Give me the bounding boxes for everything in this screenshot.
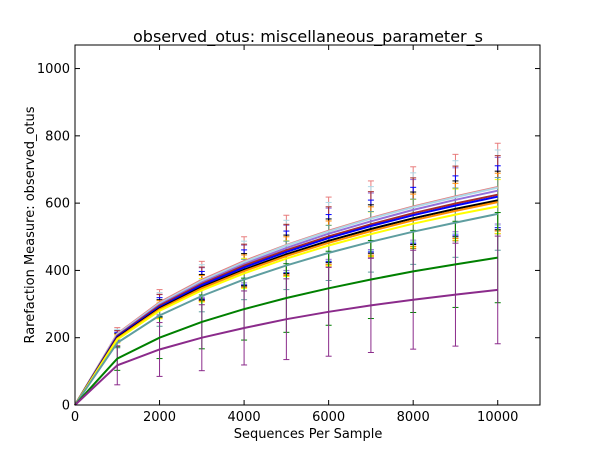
x-axis-label: Sequences Per Sample xyxy=(234,427,383,442)
y-tick-label: 0 xyxy=(62,399,70,414)
y-tick-label: 200 xyxy=(45,331,70,346)
series-line-8 xyxy=(74,212,498,406)
series-7 xyxy=(114,179,501,344)
series-10 xyxy=(114,235,501,386)
chart-title: observed_otus: miscellaneous_parameter_s xyxy=(133,27,483,47)
x-tick-label: 8000 xyxy=(397,410,430,425)
axes: 0 2000 4000 6000 8000 10000 0 200 400 600 800 1000 xyxy=(37,45,540,425)
y-tick-label: 800 xyxy=(45,129,70,144)
plot-area xyxy=(74,142,501,406)
x-tick-label: 4000 xyxy=(228,410,261,425)
y-tick-label: 400 xyxy=(45,264,70,279)
series-line-9 xyxy=(74,256,498,406)
x-tick-label: 2000 xyxy=(143,410,176,425)
series-line-6 xyxy=(74,201,498,406)
series-line-10 xyxy=(74,288,498,406)
y-axis-label: Rarefaction Measure: observed_otus xyxy=(23,106,38,343)
y-tick-label: 600 xyxy=(45,197,70,212)
x-tick-label: 10000 xyxy=(477,410,518,425)
series-line-7 xyxy=(74,205,498,406)
x-tick-label: 6000 xyxy=(312,410,345,425)
x-tick-label: 0 xyxy=(71,410,79,425)
plot-frame xyxy=(74,44,541,406)
y-tick-label: 1000 xyxy=(37,62,70,77)
